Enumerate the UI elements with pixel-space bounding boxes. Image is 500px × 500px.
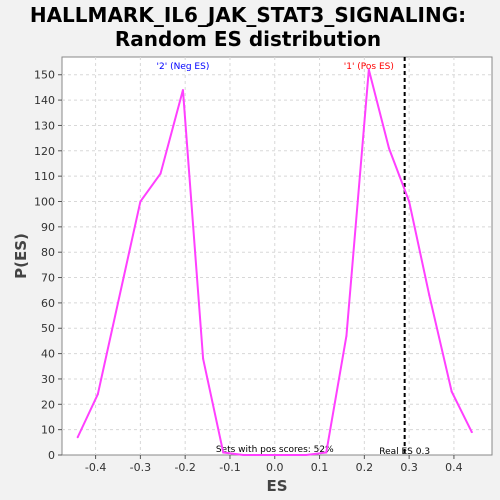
neg-es-label: '2' (Neg ES)	[157, 62, 210, 72]
data-point	[345, 334, 348, 337]
real-es-label: Real ES 0.3	[379, 447, 430, 457]
x-tick-label: 0.3	[400, 461, 418, 474]
data-point	[242, 454, 245, 456]
pos-scores-label: Sets with pos scores: 52%	[216, 445, 334, 455]
y-tick-label: 50	[41, 322, 55, 335]
data-point	[470, 431, 473, 434]
data-point	[273, 454, 276, 456]
data-point	[305, 454, 308, 456]
data-point	[116, 301, 119, 304]
y-tick-label: 10	[41, 424, 55, 437]
y-tick-label: 40	[41, 348, 55, 361]
y-tick-label: 150	[34, 69, 55, 82]
data-point	[202, 357, 205, 360]
data-point	[408, 200, 411, 203]
x-tick-label: 0.0	[266, 461, 284, 474]
y-tick-label: 100	[34, 195, 55, 208]
y-tick-label: 90	[41, 221, 55, 234]
data-point	[367, 68, 370, 71]
y-tick-label: 60	[41, 297, 55, 310]
axes: 0 10 20 30 40 50 60 70 80 90 100 110 120 130 140 150 -0.…	[34, 69, 463, 474]
x-axis-label: ES	[266, 477, 287, 495]
data-point	[96, 393, 99, 396]
y-tick-label: 30	[41, 373, 55, 386]
data-point	[181, 88, 184, 91]
y-tick-label: 110	[34, 170, 55, 183]
chart-title-line-1: HALLMARK_IL6_JAK_STAT3_SIGNALING:	[30, 3, 466, 27]
annotations: '2' (Neg ES) '1' (Pos ES) Sets with pos sc…	[157, 57, 430, 457]
x-tick-label: 0.2	[356, 461, 374, 474]
y-tick-label: 0	[48, 449, 55, 462]
y-tick-label: 70	[41, 272, 55, 285]
x-tick-label: 0.1	[311, 461, 329, 474]
x-tick-label: -0.2	[174, 461, 195, 474]
y-tick-label: 140	[34, 94, 55, 107]
data-point	[325, 451, 328, 454]
data-point	[222, 451, 225, 454]
chart-title-line-2: Random ES distribution	[115, 27, 381, 51]
x-tick-label: -0.1	[219, 461, 240, 474]
plot-area	[61, 56, 493, 456]
data-point	[387, 147, 390, 150]
y-tick-label: 20	[41, 398, 55, 411]
x-tick-label: -0.4	[85, 461, 106, 474]
data-point	[428, 294, 431, 297]
y-tick-label: 130	[34, 119, 55, 132]
data-point	[450, 390, 453, 393]
data-point	[159, 172, 162, 175]
data-point	[139, 200, 142, 203]
x-tick-label: 0.4	[445, 461, 463, 474]
x-tick-label: -0.3	[130, 461, 151, 474]
pos-es-label: '1' (Pos ES)	[344, 62, 394, 72]
y-axis-label: P(ES)	[12, 233, 30, 279]
series-layer	[76, 68, 473, 456]
y-tick-label: 80	[41, 246, 55, 259]
y-tick-label: 120	[34, 145, 55, 158]
data-point	[76, 436, 79, 439]
